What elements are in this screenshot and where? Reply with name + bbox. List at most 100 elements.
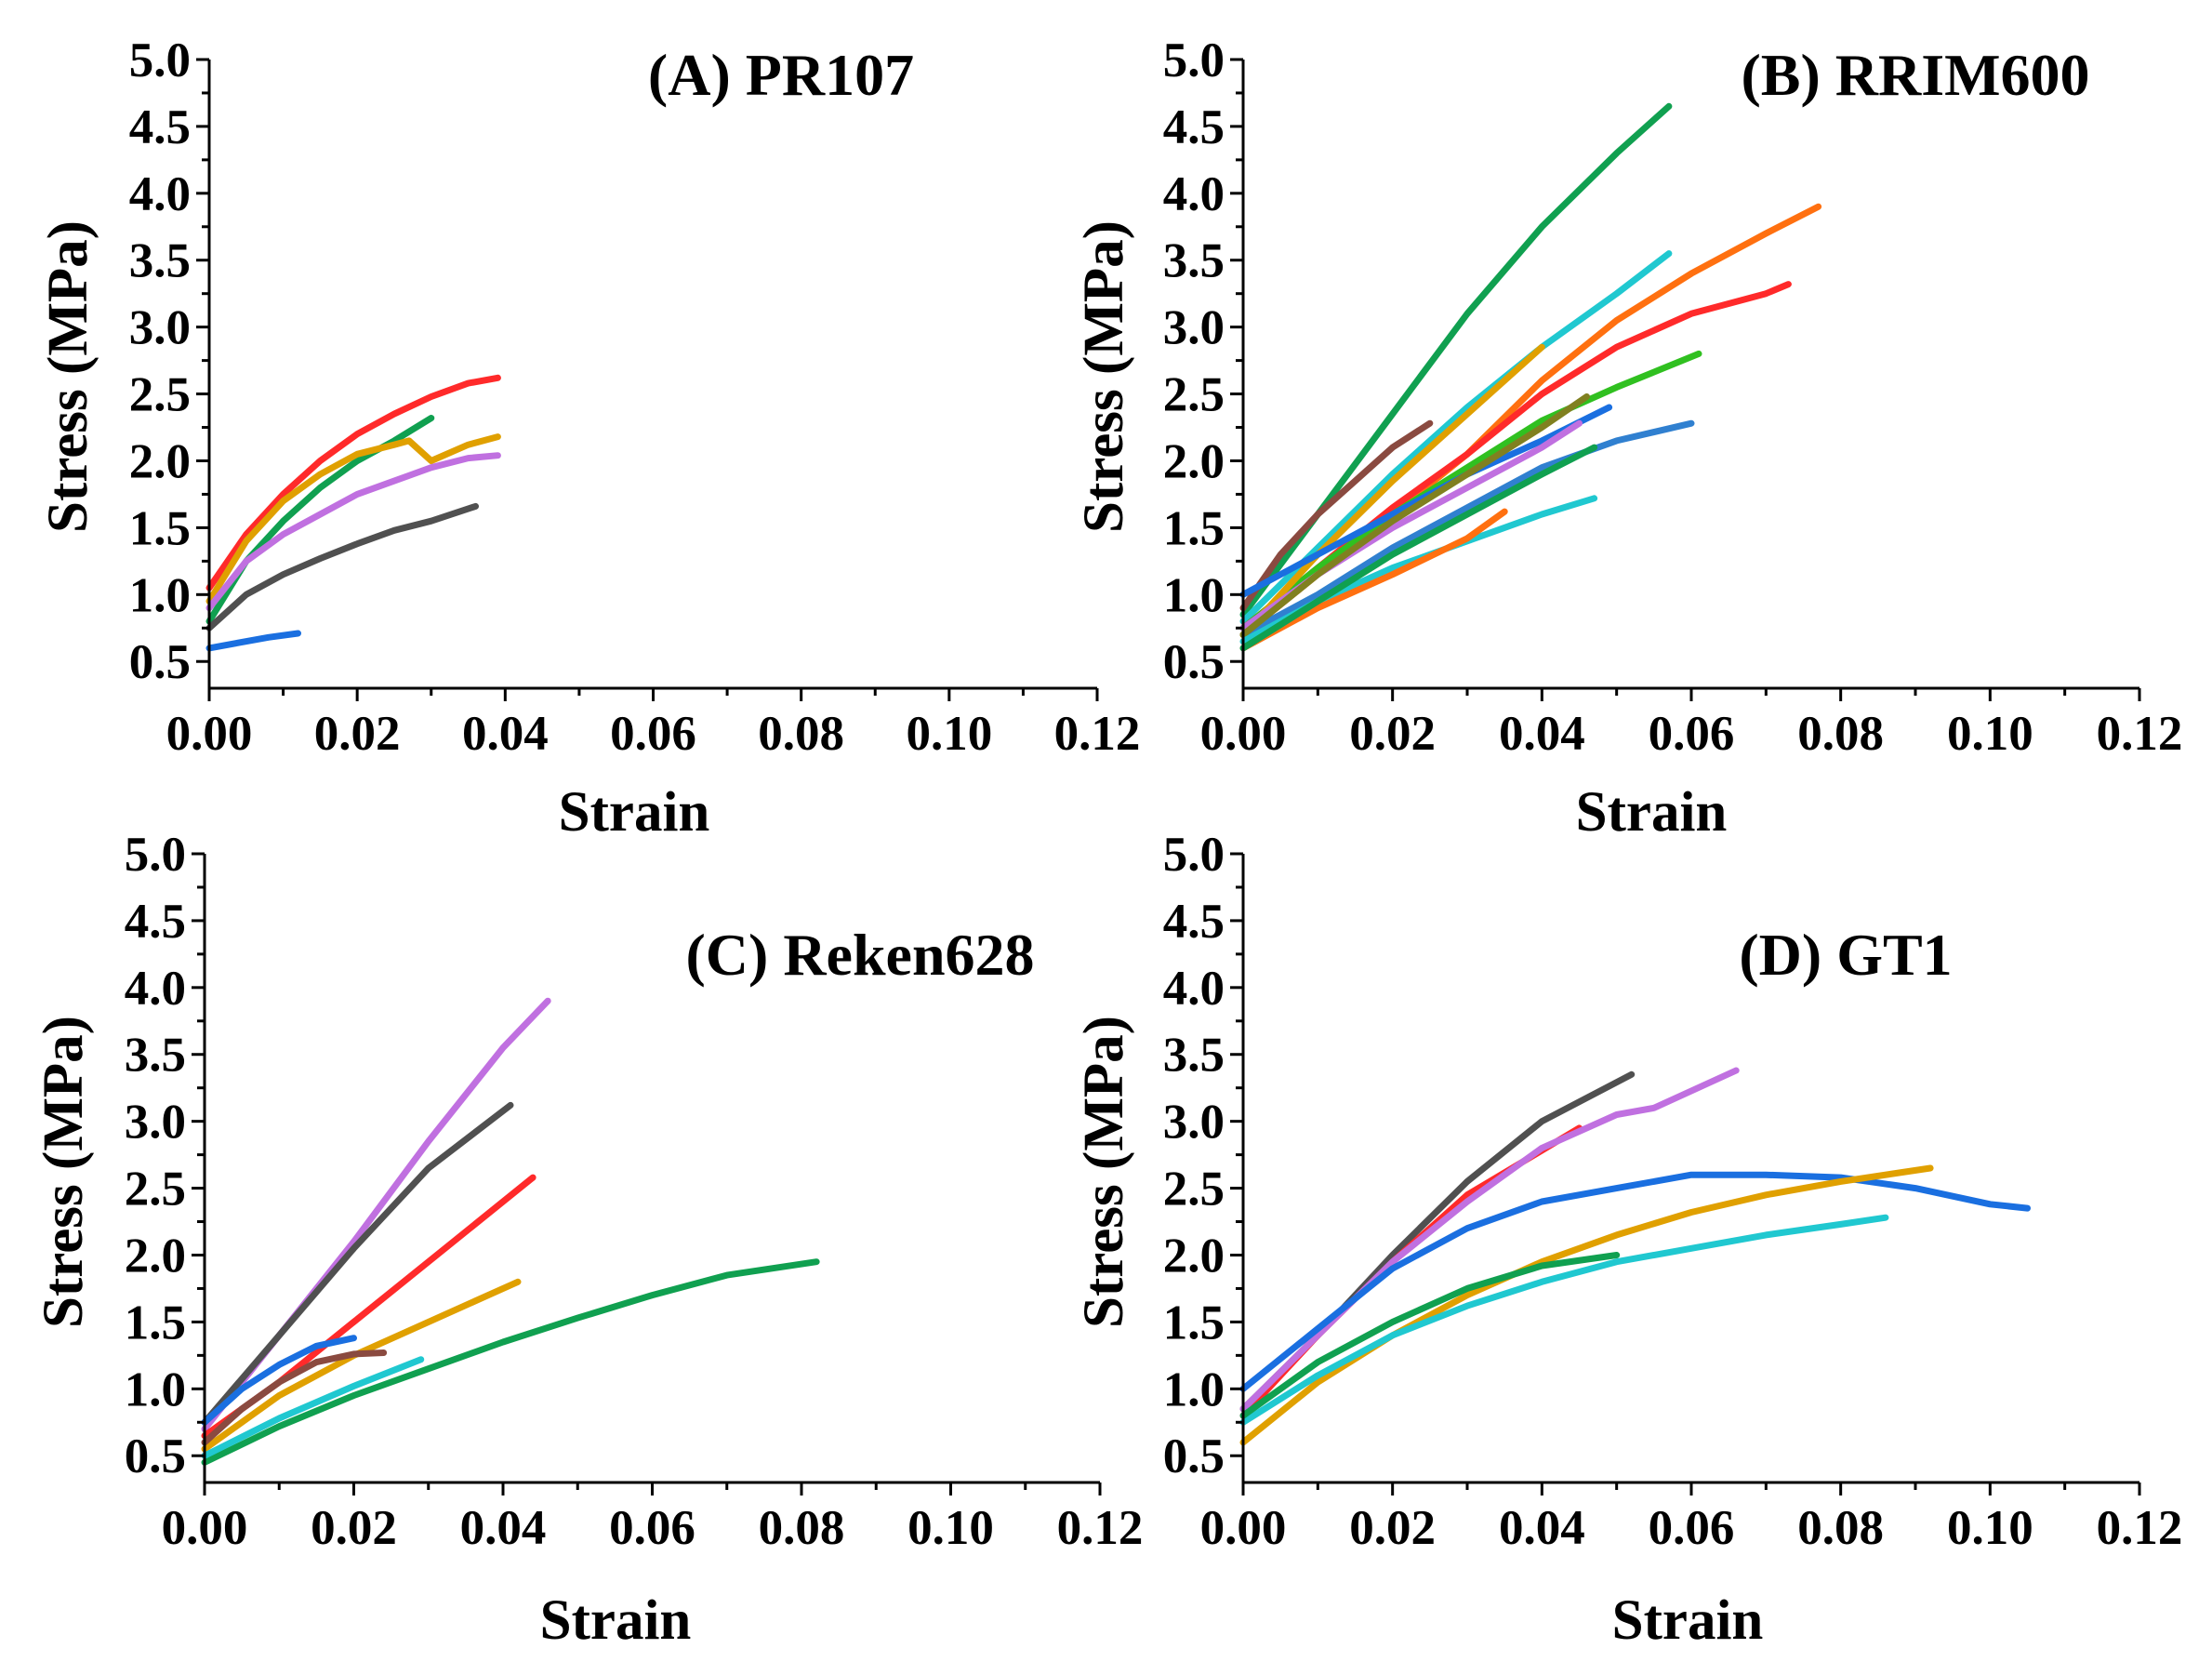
series-line-2 [1239,250,1673,625]
series-line-2 [201,1101,514,1426]
x-tick-label: 0.06 [1649,707,1735,761]
x-axis-label: Strain [540,1589,692,1652]
series-line-7 [1239,1252,1621,1419]
y-tick-label: 4.0 [125,962,186,1016]
series-line-3 [1239,1067,1740,1413]
series-line-5 [201,1258,820,1466]
series-line-4 [1239,1171,2031,1392]
x-tick-label: 0.02 [1349,707,1436,761]
x-tick-label: 0.02 [311,1501,397,1555]
y-tick-label: 1.0 [1163,1363,1225,1416]
series-line-1 [205,374,501,592]
y-tick-label: 3.0 [125,1096,186,1150]
x-tick-label: 0.10 [1947,1501,2033,1555]
panel-b: (B) RRIM600 Strain Stress (MPa) 0.00 0.02… [1073,33,2182,844]
y-tick-label: 1.5 [129,501,191,555]
x-tick-label: 0.04 [1499,707,1585,761]
series-line-7 [201,1349,388,1446]
series-line-11 [1239,393,1590,638]
series-line-2 [205,415,435,625]
x-tick-label: 0.02 [314,707,401,761]
x-tick-label: 0.04 [462,707,549,761]
y-tick-label: 4.0 [1163,962,1225,1016]
y-tick-label: 4.5 [129,100,191,154]
series-line-6 [201,1335,357,1426]
x-tick-label: 0.06 [609,1501,695,1555]
x-axis-label: Strain [1612,1589,1764,1652]
series-line-4 [1239,281,1792,631]
series-line-7 [1239,419,1434,612]
x-tick-label: 0.12 [2097,1501,2183,1555]
x-axis-label: Strain [1576,781,1728,844]
x-tick-label: 0.04 [460,1501,547,1555]
x-tick-label: 0.08 [1797,707,1884,761]
y-tick-label: 0.5 [125,1429,186,1483]
x-tick-label: 0.00 [1200,1501,1287,1555]
x-tick-label: 0.12 [1054,707,1141,761]
y-tick-label: 3.0 [1163,301,1225,355]
y-tick-label: 1.5 [125,1296,186,1349]
y-tick-label: 4.5 [125,895,186,949]
y-tick-label: 5.0 [1163,33,1225,87]
panel-d: (D) GT1 Strain Stress (MPa) 0.00 0.02 0.04… [1073,828,2182,1652]
series-line-5 [205,502,479,631]
y-tick-label: 5.0 [129,33,191,87]
panel-title: (D) GT1 [1739,922,1952,988]
y-tick-label: 3.0 [129,301,191,355]
y-tick-label: 2.5 [1163,1163,1225,1216]
y-tick-label: 1.0 [125,1363,186,1416]
x-tick-label: 0.08 [1797,1501,1884,1555]
y-tick-label: 2.0 [1163,434,1225,488]
y-tick-label: 1.0 [1163,568,1225,622]
y-tick-label: 0.5 [1163,1429,1225,1483]
x-tick-label: 0.00 [162,1501,248,1555]
x-tick-label: 0.10 [906,707,992,761]
x-tick-label: 0.06 [1649,1501,1735,1555]
series-line-8 [1239,343,1545,638]
x-tick-label: 0.12 [2097,707,2183,761]
y-tick-label: 2.5 [1163,368,1225,422]
y-tick-label: 2.0 [129,434,191,488]
series-line-1 [1239,102,1673,618]
y-tick-label: 5.0 [125,828,186,882]
x-tick-label: 0.06 [610,707,696,761]
panel-title: (B) RRIM600 [1741,42,2089,108]
series-line-3 [205,433,501,605]
y-tick-label: 3.5 [1163,1029,1225,1083]
y-axis-label: Stress (MPa) [37,220,99,533]
x-tick-label: 0.02 [1349,1501,1436,1555]
x-tick-label: 0.00 [166,707,253,761]
series-line-6 [1239,419,1695,638]
y-axis-label: Stress (MPa) [1073,220,1135,533]
panel-c: (C) Reken628 Strain Stress (MPa) 0.00 0.0… [33,828,1143,1652]
y-tick-label: 0.5 [129,635,191,689]
y-tick-label: 3.5 [129,234,191,288]
y-tick-label: 0.5 [1163,635,1225,689]
y-tick-label: 2.0 [1163,1229,1225,1283]
x-tick-label: 0.00 [1200,707,1287,761]
y-tick-label: 3.5 [1163,234,1225,288]
y-tick-label: 2.5 [125,1163,186,1216]
series-line-5 [1239,350,1702,631]
y-tick-label: 4.0 [1163,167,1225,221]
series-line-6 [205,630,301,652]
y-tick-label: 2.0 [125,1229,186,1283]
y-tick-label: 4.5 [1163,100,1225,154]
y-tick-label: 3.5 [125,1029,186,1083]
x-tick-label: 0.10 [907,1501,994,1555]
x-tick-label: 0.10 [1947,707,2033,761]
x-tick-label: 0.12 [1057,1501,1144,1555]
x-tick-label: 0.08 [758,707,844,761]
series-line-8 [201,1356,425,1459]
series-line-4 [205,452,501,612]
y-tick-label: 1.0 [129,568,191,622]
y-axis-label: Stress (MPa) [33,1016,95,1328]
y-tick-label: 1.5 [1163,501,1225,555]
y-tick-label: 1.5 [1163,1296,1225,1349]
panel-a: (A) PR107 Strain Stress (MPa) 0.00 0.02 0.… [37,33,1140,844]
series-line-14 [1239,444,1598,652]
x-tick-label: 0.04 [1499,1501,1585,1555]
y-tick-label: 2.5 [129,368,191,422]
x-tick-label: 0.08 [759,1501,845,1555]
y-axis-label: Stress (MPa) [1073,1016,1135,1328]
